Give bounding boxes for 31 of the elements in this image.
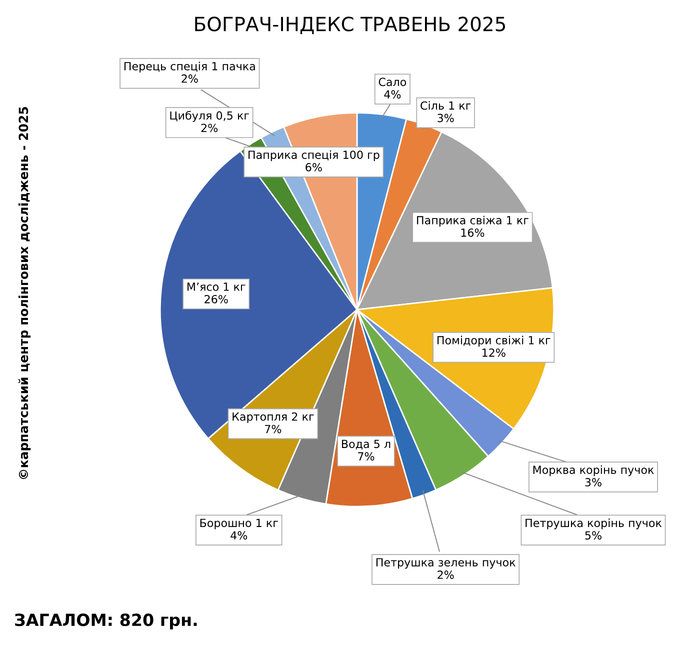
slice-label: Петрушка корінь пучок (526, 518, 662, 530)
slice-label: Сіль 1 кг (420, 101, 471, 110)
data-label: 2% (182, 74, 198, 83)
slice-label: Морква корінь пучок (533, 465, 654, 476)
chart-title: БОГРАЧ-ІНДЕКС ТРАВЕНЬ 2025 (195, 16, 506, 34)
data-label: 6% (306, 163, 322, 172)
data-label: 2% (201, 124, 218, 132)
data-label: 7% (265, 424, 282, 434)
slice-label: Цибуля 0,5 кг (170, 110, 249, 122)
text: ЗАГАЛОМ: 820 грн. (15, 614, 197, 630)
data-label: 2% (438, 570, 454, 579)
data-label: 7% (358, 452, 374, 461)
slice-label: Сало (378, 78, 406, 86)
data-label: 26% (204, 294, 228, 304)
slice-label: Помідори свіжі 1 кг (438, 336, 550, 347)
data-label: 5% (585, 531, 602, 540)
slice-label: Перець спеція 1 пачка (124, 62, 255, 73)
slice-label: Паприка спеція 100 гр (248, 150, 380, 162)
data-label: 16% (461, 228, 484, 237)
slice-label: Паприка свіжа 1 кг (417, 216, 528, 227)
slice-label: М’ясо 1 кг (188, 282, 246, 291)
slice-label: Картопля 2 кг (232, 412, 314, 423)
data-label: 3% (438, 114, 454, 122)
slice-label: Петрушка зелень пучок (376, 558, 516, 569)
text: ©карпатський центр полінгових досліджень - 2025 (18, 107, 31, 479)
data-label: 3% (585, 478, 602, 486)
data-label: 4% (384, 90, 401, 99)
slice-label: Борошно 1 кг (200, 518, 278, 530)
data-label: 4% (230, 531, 248, 540)
slice-label: Вода 5 л (342, 440, 390, 450)
data-label: 12% (482, 348, 506, 357)
